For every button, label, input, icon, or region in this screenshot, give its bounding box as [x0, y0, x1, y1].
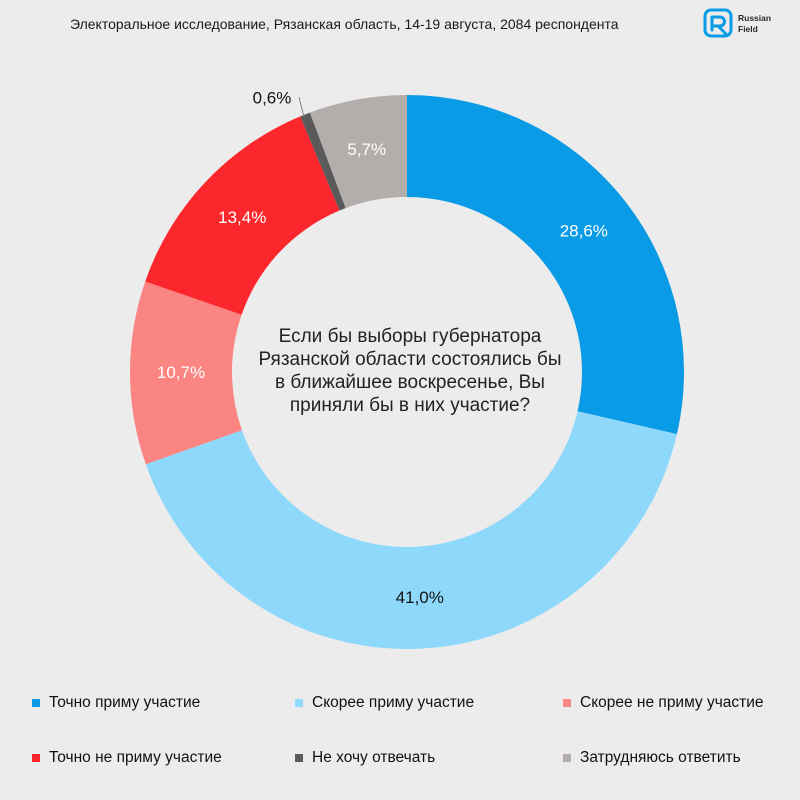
legend-label: Точно не приму участие: [49, 749, 222, 766]
legend-swatch: [563, 699, 571, 707]
legend-label: Скорее не приму участие: [580, 694, 764, 711]
slice-value-label: 41,0%: [396, 588, 444, 607]
legend-item-definitely-yes: Точно приму участие: [32, 694, 200, 712]
legend-item-rather-yes: Скорее приму участие: [295, 694, 474, 712]
question-line: приняли бы в них участие?: [289, 395, 531, 416]
survey-question: Если бы выборы губернатора Рязанской обл…: [240, 325, 580, 417]
legend-item-rather-no: Скорее не приму участие: [563, 694, 764, 712]
logo-icon: Russian Field: [703, 8, 771, 38]
legend-item-no-answer: Не хочу отвечать: [295, 749, 435, 767]
donut-chart: 28,6% 41,0% 10,7% 13,4% 0,6% 5,7%: [130, 89, 684, 649]
legend-swatch: [295, 754, 303, 762]
chart-title: Электоральное исследование, Рязанская об…: [70, 16, 619, 32]
question-line: в ближайшее воскресенье, Вы: [275, 372, 545, 393]
logo-text-line2: Field: [738, 24, 758, 34]
russian-field-logo: Russian Field: [703, 8, 773, 40]
slice-rather-yes: [145, 411, 677, 649]
legend-swatch: [563, 754, 571, 762]
question-line: Если бы выборы губернатора: [278, 326, 542, 347]
legend-label: Затрудняюсь ответить: [580, 749, 741, 766]
slice-value-label: 10,7%: [157, 363, 205, 382]
slice-value-label: 5,7%: [347, 140, 386, 159]
question-line: Рязанской области состоялись бы: [258, 349, 562, 370]
logo-text-line1: Russian: [738, 13, 771, 23]
slice-definitely-yes: [407, 95, 684, 435]
legend-item-hard-to-say: Затрудняюсь ответить: [563, 749, 741, 767]
legend-label: Скорее приму участие: [312, 694, 475, 711]
slice-no-answer: [300, 112, 346, 211]
slice-value-label: 13,4%: [218, 208, 266, 227]
slice-hard-to-say: [309, 95, 407, 209]
slice-rather-no: [130, 281, 242, 465]
slice-definitely-no: [145, 116, 340, 315]
leader-line: [298, 96, 305, 118]
legend-item-definitely-no: Точно не приму участие: [32, 749, 222, 767]
legend-swatch: [295, 699, 303, 707]
legend-label: Точно приму участие: [49, 694, 201, 711]
slice-value-label: 28,6%: [560, 222, 608, 241]
legend-label: Не хочу отвечать: [312, 749, 436, 766]
legend-swatch: [32, 699, 40, 707]
legend-swatch: [32, 754, 40, 762]
slice-value-label: 0,6%: [253, 89, 292, 108]
